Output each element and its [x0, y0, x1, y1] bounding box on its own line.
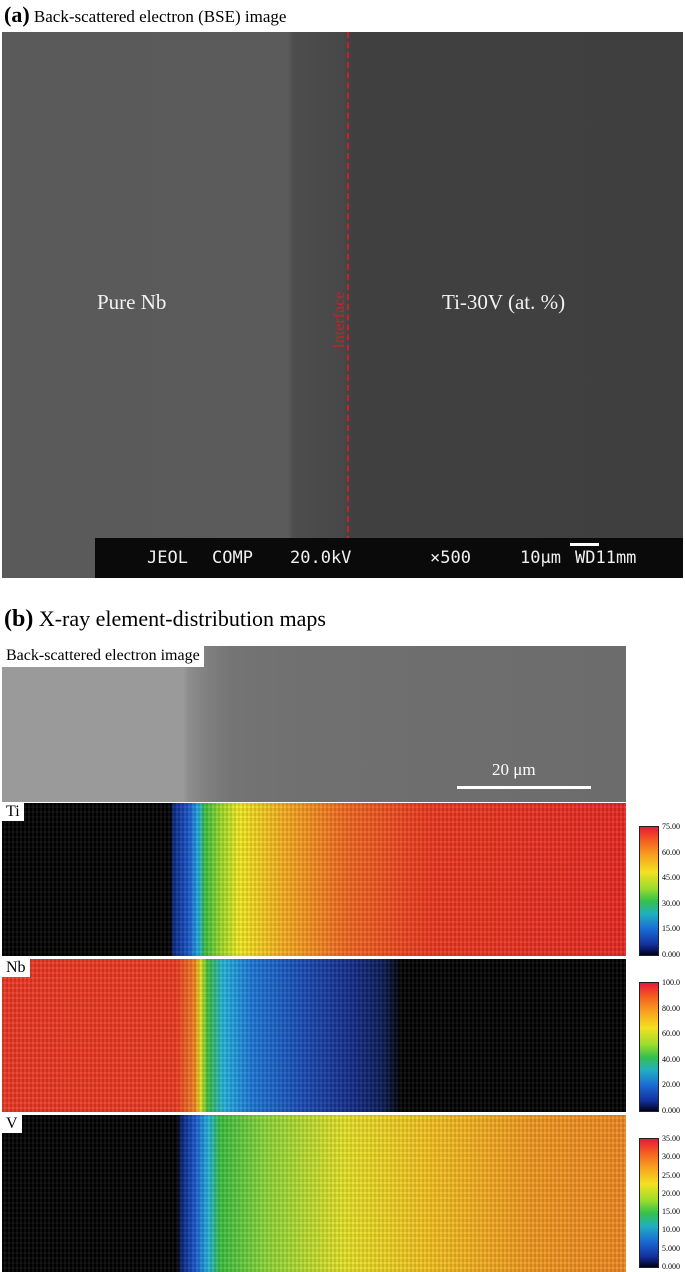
color-scale-tick: 30.00	[662, 898, 680, 908]
color-scale-tick: 100.0	[662, 978, 680, 987]
bse-image-small: Back-scattered electron image 20 μm	[2, 646, 626, 802]
scale-bar	[570, 543, 599, 546]
panel-b-caption: (b) X-ray element-distribution maps	[4, 606, 326, 633]
v-map-label: V	[2, 1115, 22, 1133]
ti-map: Ti	[2, 803, 626, 956]
color-scale-tick: 15.00	[662, 924, 680, 934]
color-scale-tick: 15.00	[662, 1207, 680, 1217]
scale-bar	[457, 786, 591, 789]
color-scale-tick: 45.00	[662, 873, 680, 883]
color-scale-tick: 40.00	[662, 1054, 680, 1064]
panel-a-title: Back-scattered electron (BSE) image	[33, 7, 287, 26]
color-scale-tick: 10.00	[662, 1225, 680, 1235]
interface-line	[347, 32, 349, 542]
scale-bar-label: 20 μm	[492, 760, 536, 779]
color-scale-tick: 75.00	[662, 822, 680, 831]
color-scale-tick: 0.000	[662, 1106, 680, 1115]
ti-color-scale	[639, 826, 659, 956]
info-wd: WD11mm	[575, 548, 637, 568]
nb-color-scale	[639, 982, 659, 1112]
bse-image: Pure Nb Ti-30V (at. %) Interface JEOL CO…	[2, 32, 683, 578]
info-voltage: 20.0kV	[290, 548, 352, 568]
info-magnification: ×500	[430, 548, 471, 568]
color-scale-tick: 60.00	[662, 1029, 680, 1039]
bse-image-title: Back-scattered electron image	[2, 646, 204, 667]
panel-a-letter: (a)	[4, 2, 30, 27]
info-scale: 10μm	[520, 548, 561, 568]
info-mode: COMP	[212, 548, 253, 568]
ti-map-label: Ti	[2, 803, 24, 821]
panel-b-title: X-ray element-distribution maps	[38, 606, 326, 631]
nb-map-label: Nb	[2, 959, 30, 977]
info-instrument: JEOL	[147, 548, 188, 568]
pure-nb-label: Pure Nb	[97, 290, 167, 314]
color-scale-tick: 80.00	[662, 1003, 680, 1013]
interface-label: Interface	[331, 291, 348, 349]
v-map: V	[2, 1115, 626, 1272]
color-scale-tick: 35.00	[662, 1134, 680, 1143]
sem-info-bar: JEOL COMP 20.0kV ×500 10μm WD11mm	[95, 538, 683, 578]
color-scale-tick: 25.00	[662, 1170, 680, 1180]
nb-map: Nb	[2, 959, 626, 1112]
color-scale-tick: 60.00	[662, 847, 680, 857]
color-scale-tick: 5.000	[662, 1243, 680, 1253]
color-scale-tick: 30.00	[662, 1152, 680, 1162]
panel-a-caption: (a) Back-scattered electron (BSE) image	[4, 2, 286, 28]
color-scale-tick: 20.00	[662, 1080, 680, 1090]
panel-b-letter: (b)	[4, 606, 34, 632]
color-scale-tick: 0.000	[662, 1262, 680, 1271]
color-scale-tick: 20.00	[662, 1188, 680, 1198]
color-scale-tick: 0.000	[662, 950, 680, 959]
v-color-scale	[639, 1138, 659, 1268]
ti30v-label: Ti-30V (at. %)	[442, 290, 566, 314]
